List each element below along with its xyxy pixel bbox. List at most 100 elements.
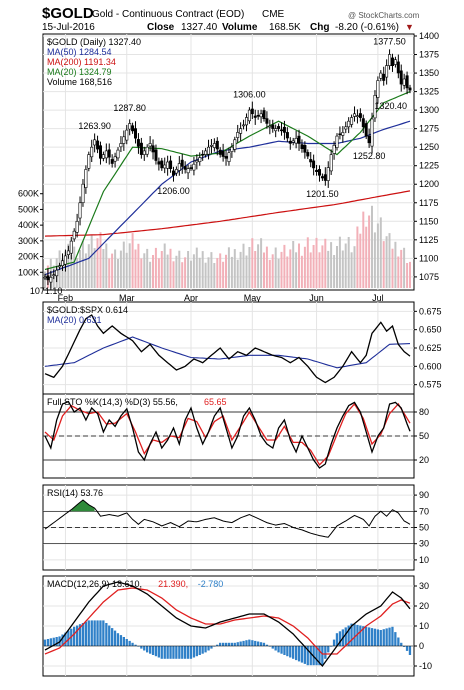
price-candle-body	[297, 135, 301, 144]
macd-histogram-bar	[359, 625, 362, 646]
price-candle-body	[163, 164, 167, 169]
volume-bar	[128, 243, 131, 288]
stochastic-panel-legend-price: Full STO %K(14,3) %D(3) 55.56,	[47, 397, 178, 407]
volume-bar	[233, 249, 236, 288]
macd-histogram-bar	[353, 624, 356, 646]
stochastic-k-line	[44, 400, 411, 469]
volume-bar	[79, 249, 81, 288]
price-candle-body	[221, 151, 225, 157]
price-candle-body	[379, 72, 383, 79]
macd-histogram-bar	[280, 646, 283, 654]
price-candle-body	[142, 150, 146, 155]
price-candle-body	[104, 150, 108, 159]
price-panel-legend-ma20: MA(20) 1324.79	[47, 67, 112, 77]
macd-histogram-bar	[227, 642, 231, 646]
price-candle-body	[393, 59, 397, 65]
volume-bar	[117, 259, 119, 288]
volume-bar	[295, 252, 298, 289]
macd-histogram-bar	[87, 620, 90, 646]
volume-bar	[195, 247, 198, 288]
macd-histogram-bar	[400, 642, 403, 646]
macd-histogram-bar	[81, 623, 85, 646]
volume-bar	[219, 253, 222, 288]
volume-bar	[286, 256, 289, 288]
price-axis-tick-label: 1375	[419, 50, 439, 60]
price-axis-tick-label: 1225	[419, 161, 439, 171]
volume-bar	[181, 262, 184, 288]
volume-bar	[315, 237, 318, 288]
volume-bar	[330, 242, 333, 288]
volume-bar	[382, 241, 385, 288]
price-candle-body	[373, 95, 377, 119]
volume-bar	[242, 243, 245, 288]
volume-bar	[187, 251, 190, 288]
price-panel-legend-price: $GOLD (Daily) 1327.40	[47, 37, 141, 47]
macd-histogram-bar	[327, 646, 330, 653]
price-candle-body	[388, 54, 392, 66]
volume-bar	[251, 238, 254, 288]
macd-histogram-bar	[397, 637, 400, 646]
price-candle-body	[350, 117, 354, 125]
macd-histogram-bar	[219, 642, 222, 646]
price-candle-body	[402, 78, 406, 86]
price-candle-body	[81, 183, 85, 203]
volume-bar	[76, 258, 79, 288]
macd-histogram-bar	[108, 625, 111, 646]
price-candle-body	[347, 120, 351, 128]
price-candle-body	[303, 145, 307, 153]
price-annotation-1252-80: 1252.80	[353, 151, 386, 161]
volume-bar	[149, 261, 152, 289]
price-candle-body	[166, 161, 170, 169]
macd-histogram-bar	[76, 625, 79, 646]
price-candle-body	[236, 132, 240, 138]
volume-bar	[277, 258, 280, 288]
volume-bar	[388, 233, 391, 288]
volume-bar	[108, 258, 111, 288]
volume-bar	[333, 255, 336, 288]
price-candle-body	[250, 108, 254, 115]
macd-histogram-bar	[210, 646, 213, 649]
macd-histogram-bar	[222, 642, 225, 646]
price-candle-body	[247, 109, 251, 122]
macd-histogram-bar	[78, 624, 82, 646]
volume-bar	[122, 241, 125, 288]
volume-bar	[403, 247, 406, 289]
price-candle-body	[49, 276, 53, 283]
volume-bar	[81, 241, 84, 288]
volume-bar	[163, 243, 166, 288]
volume-bar	[406, 263, 409, 288]
volume-bar	[204, 262, 207, 288]
volume-bar	[263, 252, 265, 288]
volume-bar	[376, 223, 379, 288]
price-candle-body	[370, 118, 374, 147]
price-candle-body	[113, 156, 117, 162]
price-candle-body	[242, 124, 246, 127]
macd-histogram-bar	[84, 621, 87, 646]
volume-bar	[359, 233, 362, 288]
price-candle-body	[309, 159, 313, 163]
volume-bar	[230, 256, 233, 288]
volume-bar	[283, 244, 286, 288]
macd-histogram-bar	[350, 623, 353, 646]
stochastic-panel-legend-sto_d: 65.65	[204, 397, 227, 407]
macd-histogram-bar	[131, 642, 134, 646]
volume-bar	[143, 253, 146, 288]
chart-exchange: CME	[262, 9, 285, 20]
price-candle-body	[338, 133, 342, 136]
volume-bar	[268, 259, 271, 288]
volume-bar	[210, 252, 213, 288]
price-candle-body	[291, 140, 295, 143]
price-candle-body	[60, 260, 64, 266]
macd-histogram-bar	[335, 633, 339, 646]
macd-histogram-bar	[102, 620, 105, 646]
volume-bar	[391, 248, 394, 288]
volume-bar	[102, 249, 105, 288]
price-candle-body	[128, 123, 132, 130]
price-candle-body	[282, 126, 286, 133]
volume-bar	[327, 250, 330, 288]
volume-bar	[321, 245, 324, 288]
volume-label: Volume	[222, 22, 258, 33]
ratio-axis-tick-label: 0.575	[419, 380, 442, 390]
macd-histogram-bar	[271, 646, 274, 649]
macd-axis-tick-label: 0	[419, 641, 424, 651]
